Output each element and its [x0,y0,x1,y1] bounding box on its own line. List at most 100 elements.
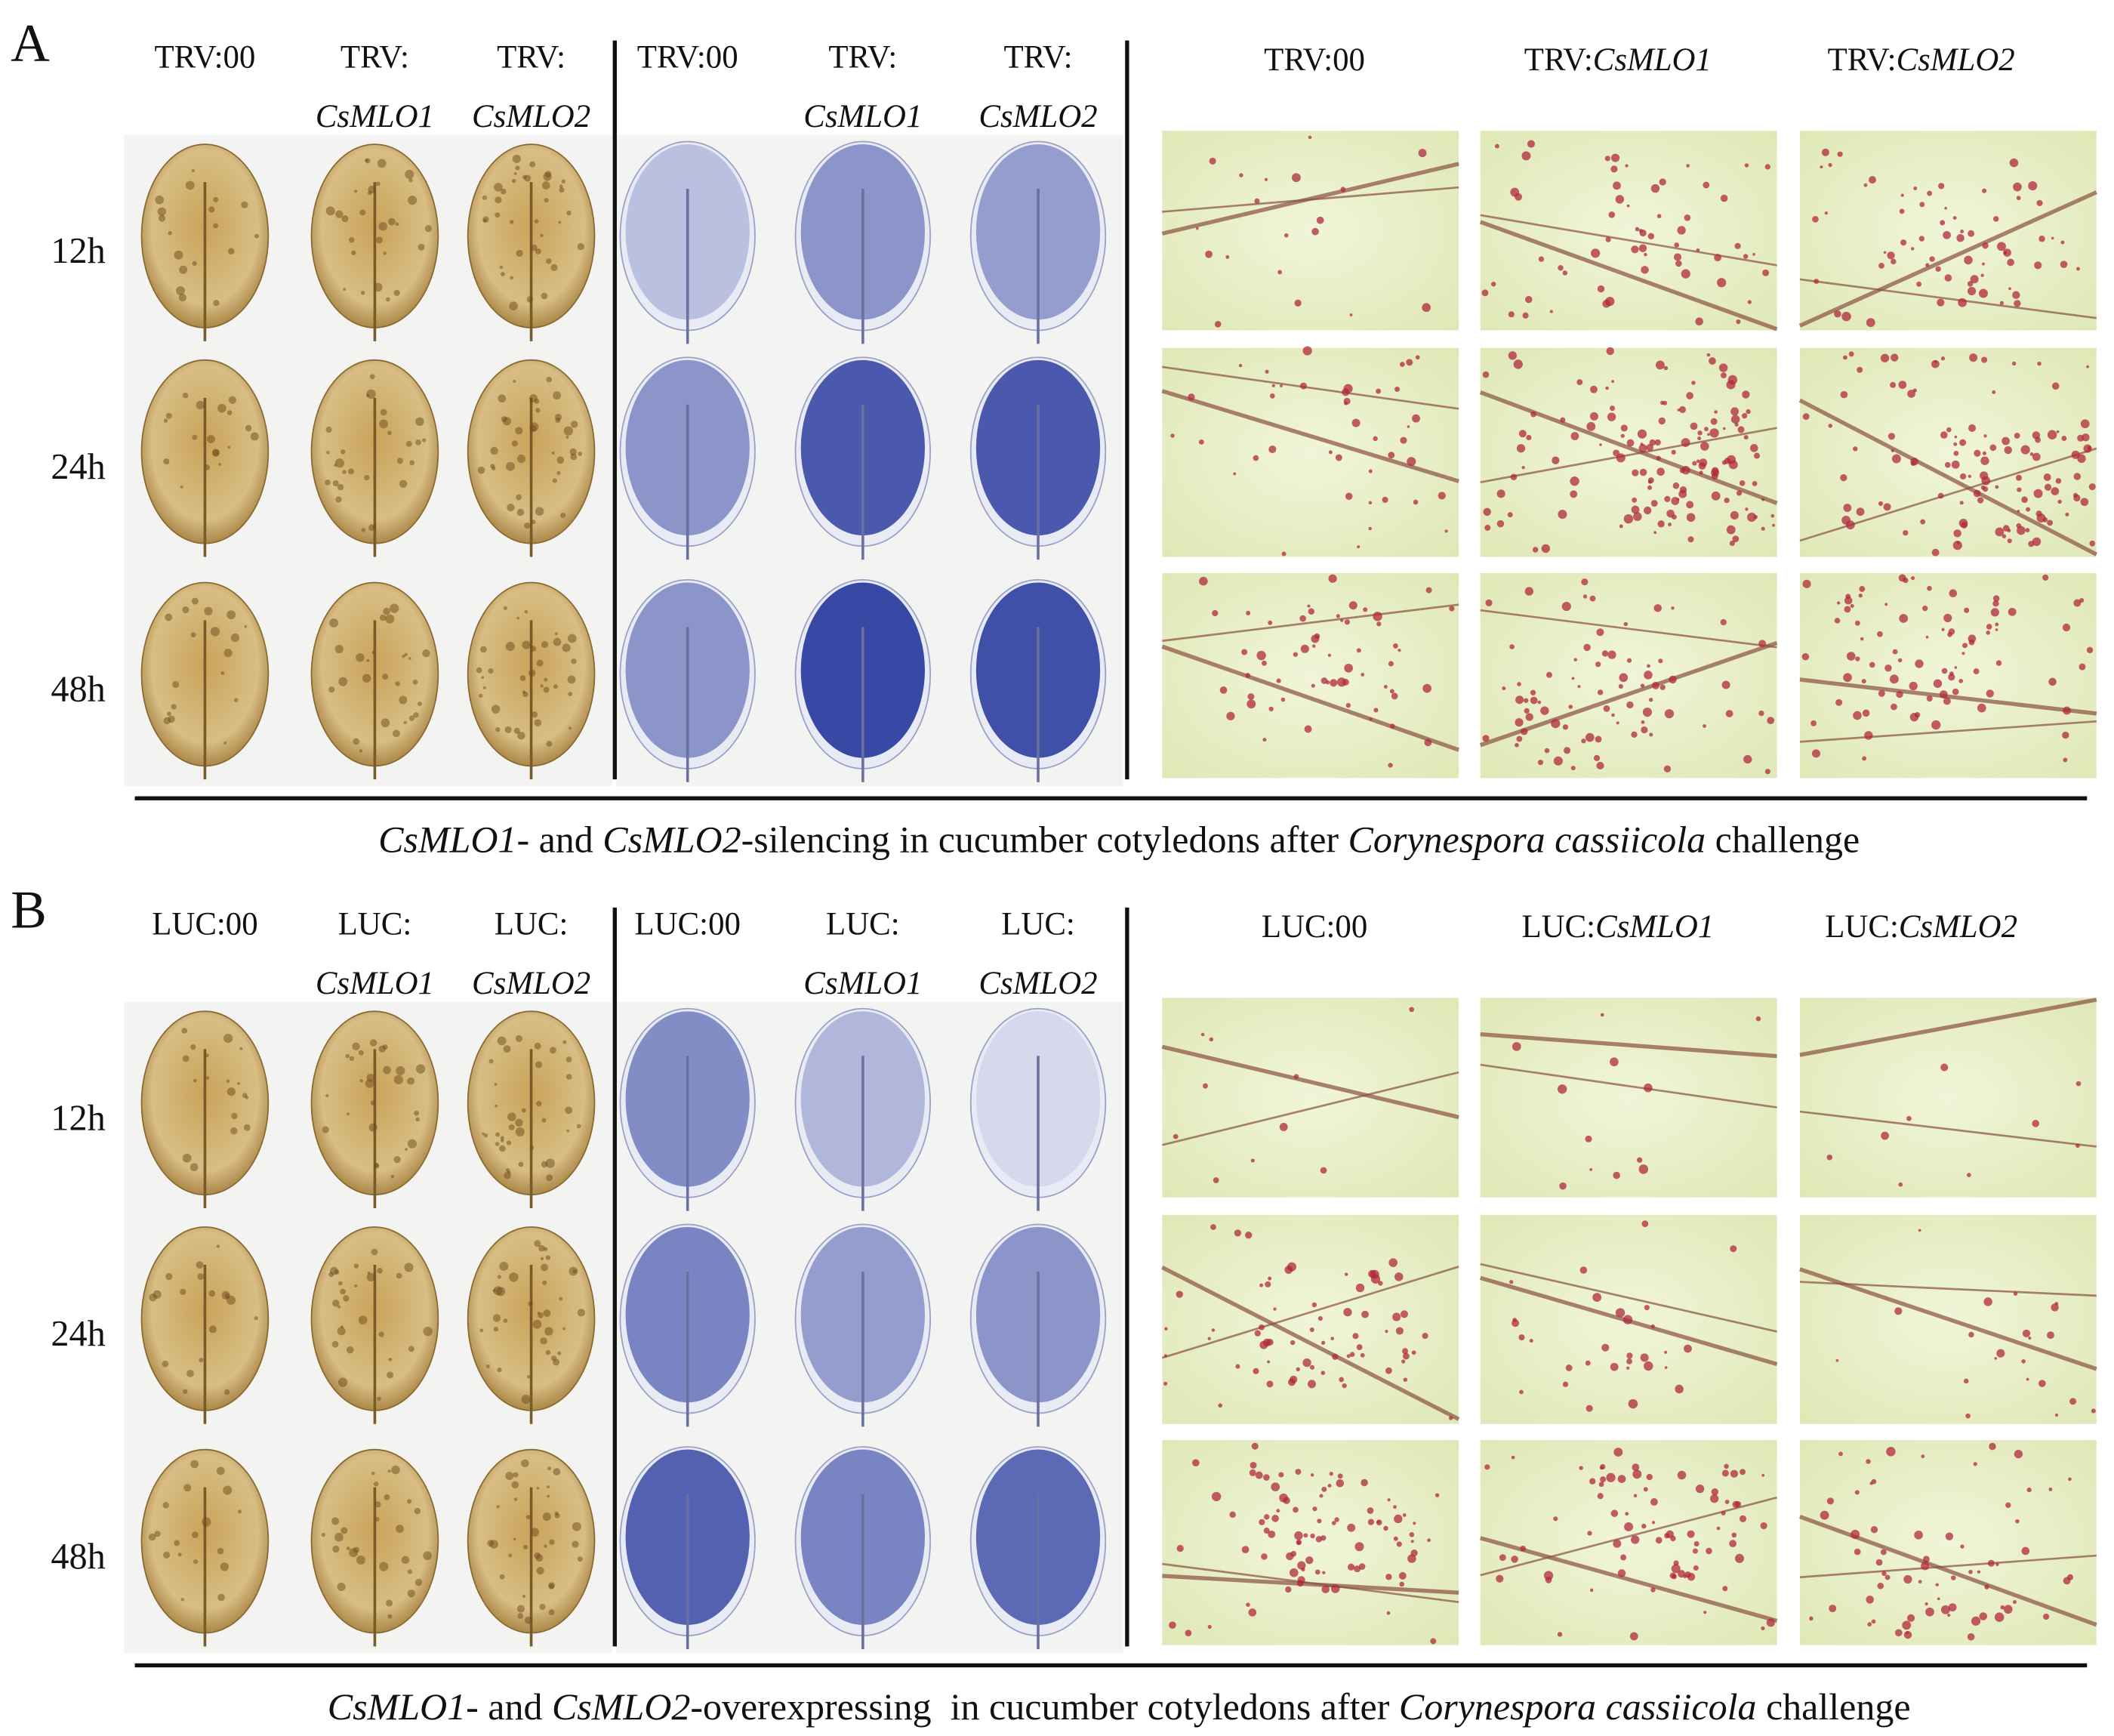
microscopy-spot [1296,1540,1301,1545]
microscopy-spot [1900,193,1904,197]
dab-spot [335,210,344,218]
dab-spot [204,464,211,470]
microscopy-spot [1967,1173,1971,1177]
dab-spot [569,448,577,456]
microscopy-spot [1734,1500,1742,1508]
microscopy-spot [1311,227,1319,236]
microscopy-spot [2017,510,2020,513]
microscopy-spot [1907,390,1915,398]
microscopy-spot [1821,148,1829,156]
microscopy-spot [1537,760,1543,766]
microscopy-spot [1990,608,1999,617]
microscopy-spot [1656,214,1662,218]
dab-spot [559,187,565,193]
microscopy-spot [1826,1154,1833,1161]
microscopy-spot [1922,1556,1930,1563]
microscopy-spot [1484,524,1491,531]
microscopy-spot [1582,594,1588,599]
microscopy-spot [1646,1473,1653,1481]
microscopy-spot [1880,1549,1887,1556]
microscopy-spot [2087,446,2092,451]
microscopy-spot [2089,540,2096,547]
microscopy-spot [1867,1622,1872,1627]
dab-spot [243,1124,251,1131]
microscopy-spot [2026,507,2031,512]
microscopy-spot [1881,1571,1887,1577]
dab-spot [522,690,526,694]
dab-spot [165,412,172,419]
microscopy-spot [1840,473,1847,482]
dab-spot [231,1112,238,1120]
microscopy-spot [1903,1574,1912,1584]
column-header-gene: CsMLO2 [472,99,590,134]
dab-spot [213,223,218,229]
dab-spot [576,1124,581,1129]
dab-spot [547,1485,550,1489]
microscopy-spot [1647,233,1655,240]
dab-spot [337,1377,348,1387]
microscopy-spot [1263,1474,1270,1481]
column-header: LUC: [495,907,569,942]
microscopy-spot [1894,1629,1903,1637]
microscopy-spot [1968,1331,1974,1338]
dab-spot [495,726,501,732]
dab-spot [578,452,583,457]
dab-spot [223,1033,233,1044]
microscopy-spot [1327,1484,1332,1488]
column-header-gene: CsMLO1 [803,99,922,134]
microscopy-spot [1337,1473,1343,1479]
microscopy-spot [1264,177,1268,181]
microscopy-spot [1696,459,1700,463]
dab-spot [205,1076,210,1080]
microscopy-spot [1355,1283,1365,1293]
dab-spot [524,174,532,182]
microscopy-spot [1657,520,1665,528]
microscopy-spot [1250,1158,1255,1163]
dab-spot [361,528,365,532]
dab-spot [417,701,422,707]
microscopy-image [1162,1440,1459,1645]
microscopy-spot [1973,489,1981,498]
microscopy-spot [1482,371,1490,378]
microscopy-spot [1241,649,1248,655]
microscopy-spot [1918,1229,1921,1232]
microscopy-spot [1940,1605,1950,1614]
microscopy-spot [1758,710,1764,717]
dab-spot [501,416,507,423]
dab-spot [396,1525,404,1533]
microscopy-spot [1307,1380,1316,1389]
microscopy-spot [1589,1588,1594,1593]
microscopy-spot [1965,1413,1971,1419]
microscopy-vein [1161,1265,1460,1421]
microscopy-vein [1162,603,1459,643]
microscopy-spot [1752,253,1755,256]
microscopy-spot [1711,491,1721,501]
microscopy-spot [1345,492,1353,501]
dab-spot [371,1248,378,1256]
microscopy-spot [1392,1312,1401,1321]
microscopy-spot [1295,1469,1302,1475]
microscopy-spot [1579,1266,1588,1274]
microscopy-spot [1496,520,1505,528]
microscopy-spot [1743,254,1749,259]
dab-spot [190,1163,199,1172]
dab-spot [157,207,167,216]
microscopy-spot [2013,182,2022,192]
dab-spot [503,1045,511,1053]
header-prefix: TRV:00 [1264,42,1365,78]
microscopy-spot [1695,1484,1705,1494]
microscopy-spot [1898,1182,1903,1187]
dab-spot [543,1309,551,1318]
microscopy-spot [1721,460,1727,465]
microscopy-spot [1354,1542,1364,1552]
microscopy-spot [1862,709,1870,717]
microscopy-spot [1530,689,1536,695]
microscopy-spot [1956,234,1965,242]
dab-spot [507,504,515,512]
microscopy-spot [1589,1167,1593,1171]
microscopy-spot [1958,518,1968,528]
dab-spot [208,1290,216,1297]
dab-spot [566,210,572,216]
dab-spot [563,426,573,436]
microscopy-spot [1336,614,1340,618]
